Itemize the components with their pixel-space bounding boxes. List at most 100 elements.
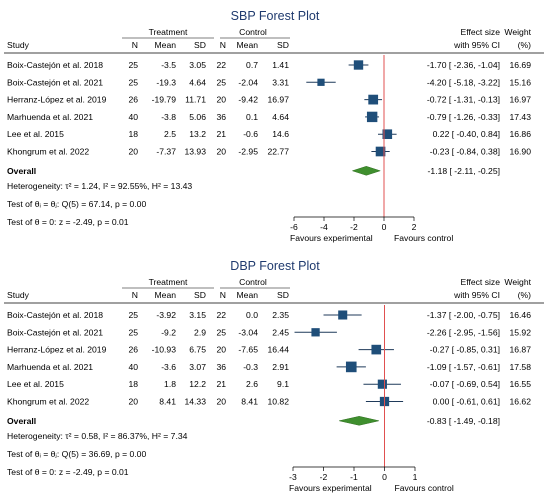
heterogeneity-stat: Test of θ = 0: z = -2.49, p = 0.01 [7,467,129,477]
control-mean: -7.65 [238,345,258,355]
treatment-mean: 8.41 [159,397,176,407]
treatment-n: 20 [128,147,138,157]
study-effect-marker [311,328,320,337]
treatment-n: 25 [128,77,138,87]
x-tick-label: 1 [413,472,418,482]
heterogeneity-stat: Test of θ = 0: z = -2.49, p = 0.01 [7,217,129,227]
treatment-mean: 1.8 [164,379,176,389]
control-sd: 3.31 [272,77,289,87]
x-tick-label: -2 [350,222,358,232]
header-control-mean: Mean [237,290,259,300]
control-mean: -0.3 [243,362,258,372]
treatment-n: 26 [128,95,138,105]
overall-label: Overall [7,166,36,176]
treatment-n: 40 [128,362,138,372]
control-sd: 14.6 [272,129,289,139]
chart-title: SBP Forest Plot [231,9,320,23]
study-weight: 16.97 [509,95,531,105]
treatment-mean: -19.3 [156,77,176,87]
study-effect-marker [377,379,387,389]
header-treatment: Treatment [149,27,188,37]
effect-size-ci: -1.09 [ -1.57, -0.61] [427,362,500,372]
study-name: Boix-Castejón et al. 2021 [7,77,103,87]
treatment-mean: -3.92 [156,310,176,320]
effect-size-ci: 0.00 [ -0.61, 0.61] [433,397,500,407]
control-n: 20 [216,147,226,157]
effect-size-ci: -0.79 [ -1.26, -0.33] [427,112,500,122]
treatment-n: 25 [128,60,138,70]
study-weight: 16.46 [509,310,531,320]
effect-size-ci: -0.07 [ -0.69, 0.54] [430,379,500,389]
header-control-sd: SD [277,290,289,300]
header-effect-size: Effect size [461,277,501,287]
treatment-n: 18 [128,129,138,139]
control-n: 22 [216,60,226,70]
control-mean: 0.1 [246,112,258,122]
control-mean: -2.95 [238,147,258,157]
control-n: 21 [216,379,226,389]
x-tick-label: -3 [289,472,297,482]
header-treatment-n: N [132,40,138,50]
x-tick-label: 0 [382,472,387,482]
study-effect-marker [317,78,325,86]
header-weight: Weight [504,277,531,287]
control-n: 21 [216,129,226,139]
x-tick-label: 0 [382,222,387,232]
study-effect-marker [345,361,357,373]
treatment-sd: 3.05 [189,60,206,70]
effect-size-ci: -1.70 [ -2.36, -1.04] [427,60,500,70]
control-sd: 10.82 [267,397,289,407]
control-mean: -9.42 [238,95,258,105]
control-sd: 9.1 [277,379,289,389]
heterogeneity-stat: Heterogeneity: τ² = 1.24, I² = 92.55%, H… [7,181,192,191]
control-mean: 2.6 [246,379,258,389]
header-control-sd: SD [277,40,289,50]
study-weight: 15.92 [509,327,531,337]
header-weight-unit: (%) [518,290,532,300]
sbp-forest-panel: SBP Forest Plot Treatment Control Effect si… [4,9,544,243]
overall-diamond [351,166,382,176]
favours-experimental-label: Favours experimental [289,483,372,493]
effect-size-ci: -0.27 [ -0.85, 0.31] [430,345,500,355]
effect-size-ci: -2.26 [ -2.95, -1.56] [427,327,500,337]
study-weight: 15.16 [509,77,531,87]
control-mean: -2.04 [238,77,258,87]
header-treatment-mean: Mean [155,40,177,50]
overall-diamond [339,416,380,426]
treatment-sd: 12.2 [189,379,206,389]
control-n: 36 [216,362,226,372]
header-study: Study [7,40,30,50]
treatment-mean: -3.6 [161,362,176,372]
study-name: Boix-Castejón et al. 2021 [7,327,103,337]
header-effect-size: Effect size [461,27,501,37]
study-weight: 17.58 [509,362,531,372]
study-effect-marker [375,146,386,157]
x-tick-label: -1 [350,472,358,482]
treatment-sd: 11.71 [185,95,206,105]
study-effect-marker [382,129,393,140]
study-weight: 16.90 [509,147,531,157]
heterogeneity-stat: Test of θᵢ = θⱼ: Q(5) = 67.14, p = 0.00 [7,199,146,209]
effect-size-ci: 0.22 [ -0.40, 0.84] [433,129,500,139]
study-name: Boix-Castejón et al. 2018 [7,60,103,70]
header-treatment: Treatment [149,277,188,287]
study-effect-marker [371,344,382,355]
x-tick-label: -6 [290,222,298,232]
treatment-sd: 14.33 [184,397,206,407]
treatment-n: 25 [128,327,138,337]
effect-size-ci: -0.23 [ -0.84, 0.38] [430,147,500,157]
treatment-n: 20 [128,397,138,407]
control-mean: -0.6 [243,129,258,139]
treatment-sd: 13.93 [184,147,206,157]
treatment-sd: 6.75 [189,345,206,355]
treatment-sd: 5.06 [189,112,206,122]
treatment-mean: -3.5 [161,60,176,70]
chart-title: DBP Forest Plot [230,259,320,273]
treatment-mean: -7.37 [156,147,176,157]
control-mean: 8.41 [241,397,258,407]
treatment-sd: 4.64 [189,77,206,87]
favours-control-label: Favours control [394,233,453,243]
header-treatment-sd: SD [194,40,206,50]
treatment-mean: -9.2 [161,327,176,337]
study-weight: 16.87 [509,345,531,355]
